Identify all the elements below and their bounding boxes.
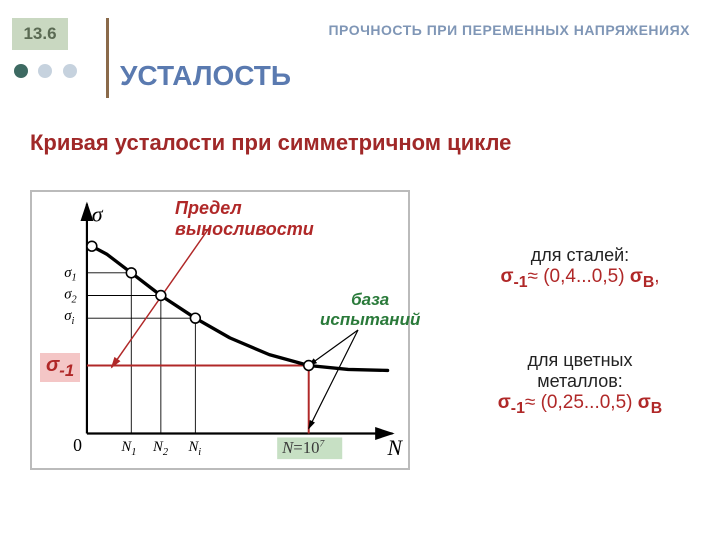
steel-block: для сталей: σ-1≈ (0,4...0,5) σВ,	[460, 245, 700, 292]
svg-text:N=107: N=107	[281, 438, 325, 457]
svg-text:N: N	[387, 436, 404, 460]
test-base-label: база испытаний	[320, 290, 420, 330]
slide-title: УСТАЛОСТЬ	[120, 60, 291, 92]
nf-label-1: для цветных	[460, 350, 700, 371]
sigma-minus-one-box: σ-1	[40, 353, 80, 382]
nf-sub2: В	[651, 400, 662, 417]
sigma-m1-sub: -1	[59, 361, 74, 380]
header-divider	[106, 18, 109, 98]
nf-sig2: σ	[638, 392, 651, 413]
sigma-m1-sym: σ	[46, 354, 59, 376]
slide-number-badge: 13.6	[12, 18, 68, 50]
svg-text:0: 0	[73, 435, 82, 455]
nf-mid: ≈ (0,25...0,5)	[525, 392, 638, 413]
dot-1	[14, 64, 28, 78]
svg-text:σ2: σ2	[64, 286, 76, 305]
endurance-limit-label: Предел выносливости	[175, 198, 314, 240]
dot-2	[38, 64, 52, 78]
limit-line1: Предел	[175, 198, 314, 219]
svg-text:N2: N2	[152, 439, 168, 458]
nonferrous-block: для цветных металлов: σ-1≈ (0,25...0,5) …	[460, 350, 700, 418]
nf-sig1: σ	[498, 392, 511, 413]
nf-sub1: -1	[511, 400, 525, 417]
progress-dots	[14, 64, 83, 83]
sf-sig2: σ	[630, 266, 643, 287]
section-label: ПРОЧНОСТЬ ПРИ ПЕРЕМЕННЫХ НАПРЯЖЕНИЯХ	[328, 22, 690, 38]
nf-formula: σ-1≈ (0,25...0,5) σВ	[460, 392, 700, 418]
slide-subtitle: Кривая усталости при симметричном цикле	[30, 130, 511, 156]
steel-formula: σ-1≈ (0,4...0,5) σВ,	[460, 266, 700, 292]
steel-label: для сталей:	[460, 245, 700, 266]
sf-sub1: -1	[513, 274, 527, 291]
nf-label-2: металлов:	[460, 371, 700, 392]
svg-text:σi: σi	[64, 308, 74, 327]
sf-sub2: В	[643, 274, 654, 291]
base-line2: испытаний	[320, 310, 420, 330]
sf-tail: ,	[654, 266, 659, 287]
svg-text:Ni: Ni	[187, 439, 201, 458]
limit-line2: выносливости	[175, 219, 314, 240]
svg-text:σ1: σ1	[64, 265, 76, 284]
dot-3	[63, 64, 77, 78]
sf-sig1: σ	[500, 266, 513, 287]
svg-text:σ: σ	[92, 203, 104, 227]
sf-mid: ≈ (0,4...0,5)	[528, 266, 630, 287]
base-line1: база	[320, 290, 420, 310]
svg-text:N1: N1	[120, 439, 136, 458]
